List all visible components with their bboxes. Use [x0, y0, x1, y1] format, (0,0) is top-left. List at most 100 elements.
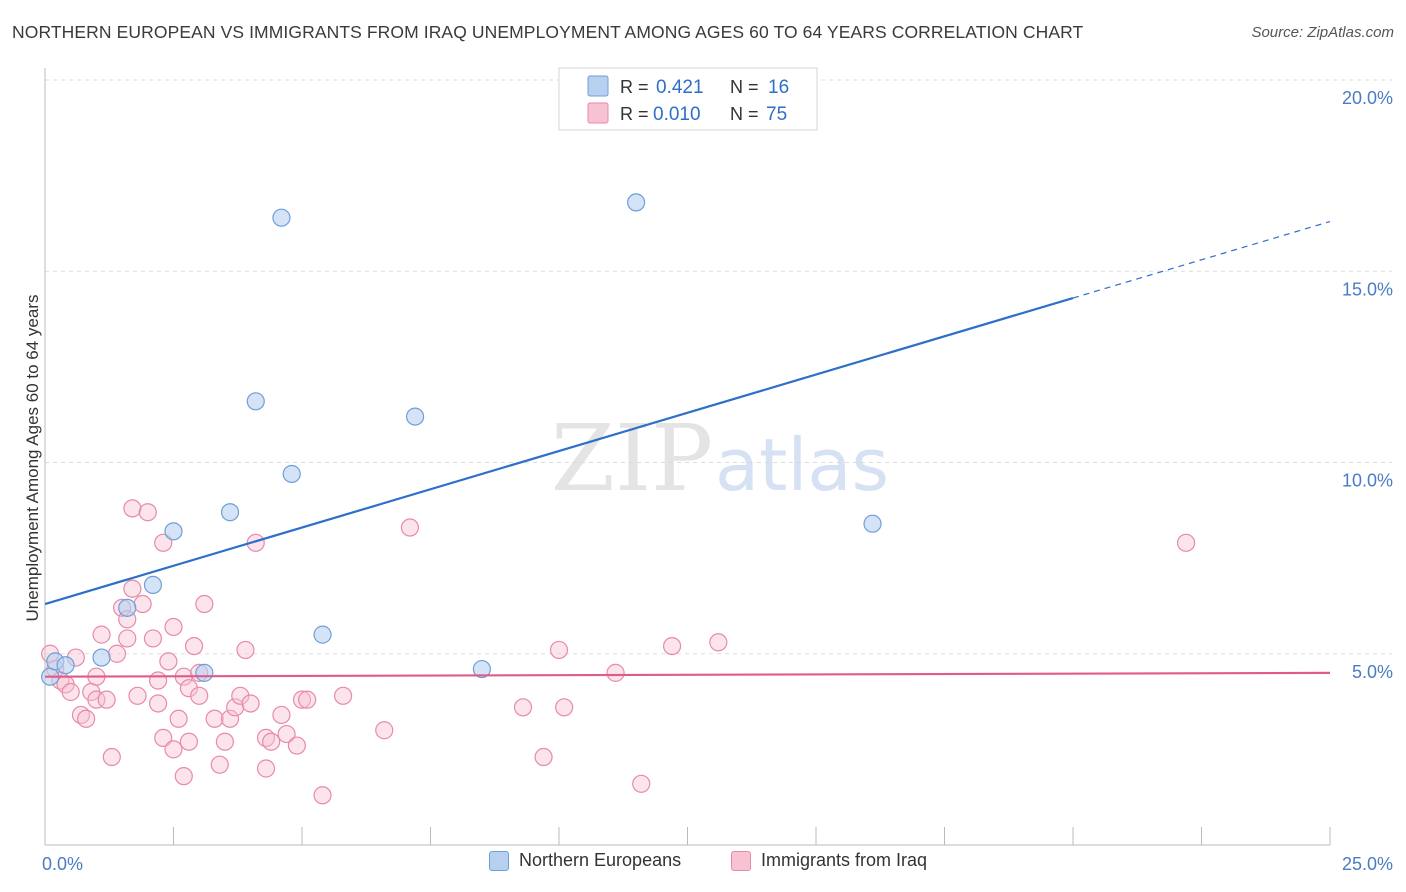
point-iraq-45	[231, 686, 250, 705]
point-northern-6	[164, 522, 183, 541]
point-iraq-65	[606, 663, 625, 682]
point-iraq-26	[154, 728, 173, 748]
point-iraq-19	[128, 686, 147, 705]
legend-r-value-pink: 0.010	[653, 104, 701, 125]
point-iraq-57	[313, 786, 332, 805]
point-iraq-50	[256, 759, 276, 778]
x-tick-label-0: 0.0%	[42, 854, 83, 874]
point-iraq-30	[164, 617, 183, 637]
point-iraq-27	[154, 533, 173, 552]
point-iraq-60	[400, 518, 420, 537]
source-label: Source: ZipAtlas.com	[1251, 24, 1394, 41]
point-iraq-66	[632, 774, 651, 793]
point-iraq-43	[220, 709, 240, 728]
tick-labels: 5.0% 10.0% 15.0% 20.0% 0.0% 25.0%	[42, 88, 1393, 874]
legend-n-value-blue: 16	[768, 77, 789, 98]
point-northern-5	[143, 575, 163, 595]
axes	[44, 68, 1331, 846]
legend-item-immigrants-from-iraq: Immigrants from Iraq	[731, 850, 927, 871]
point-iraq-14	[107, 644, 127, 663]
legend-swatch-pink	[587, 102, 609, 124]
point-iraq-18	[123, 579, 142, 598]
legend-r-label-pink: R =	[620, 104, 649, 124]
point-iraq-22	[138, 503, 157, 522]
point-iraq-47	[241, 694, 260, 713]
legend-item-northern-europeans: Northern Europeans	[489, 850, 681, 871]
point-iraq-28	[159, 652, 178, 671]
point-iraq-12	[97, 690, 116, 709]
trend-line-northern-europeans	[44, 296, 1074, 606]
point-iraq-62	[534, 747, 553, 767]
point-northern-9	[246, 392, 265, 411]
point-iraq-58	[334, 686, 353, 705]
watermark-zip: ZIP	[551, 405, 713, 512]
legend-r-value-blue: 0.421	[656, 77, 704, 98]
point-northern-10	[272, 208, 291, 227]
point-iraq-23	[143, 629, 163, 648]
legend-n-label-pink: N =	[730, 104, 759, 124]
series-immigrants-from-iraq	[41, 499, 1196, 805]
point-iraq-69	[1176, 533, 1196, 552]
point-iraq-4	[61, 682, 80, 702]
y-tick-label-3: 20.0%	[1342, 88, 1393, 108]
point-northern-13	[405, 407, 425, 426]
x-tick-label-1: 25.0%	[1342, 854, 1393, 874]
legend-top: R = 0.421 N = 16 R = 0.010 N = 75	[558, 67, 818, 131]
point-iraq-67	[662, 636, 682, 656]
point-iraq-29	[164, 740, 183, 759]
point-iraq-9	[87, 690, 106, 709]
point-iraq-25	[148, 671, 168, 690]
trend-line-immigrants-from-iraq	[44, 671, 1331, 678]
point-northern-3	[92, 648, 111, 667]
point-iraq-56	[298, 690, 317, 709]
legend-swatch-blue	[587, 75, 609, 97]
point-iraq-16	[118, 629, 137, 648]
legend-label-northern-europeans: Northern Europeans	[519, 850, 682, 870]
legend-swatch-northern-europeans	[489, 850, 509, 871]
point-iraq-55	[292, 690, 312, 709]
series-northern-europeans	[41, 193, 882, 686]
point-iraq-46	[236, 640, 255, 660]
point-northern-11	[282, 464, 301, 484]
point-iraq-40	[205, 709, 224, 728]
y-tick-label-0: 5.0%	[1352, 662, 1393, 682]
legend-r-label-blue: R =	[620, 77, 649, 97]
watermark-atlas: atlas	[715, 423, 889, 507]
point-iraq-54	[287, 736, 306, 755]
point-iraq-11	[92, 625, 111, 644]
point-iraq-44	[226, 698, 245, 717]
y-tick-label-1: 10.0%	[1342, 471, 1393, 491]
trend-line-northern-europeans-extension	[1072, 220, 1331, 299]
point-northern-2	[56, 656, 75, 675]
point-iraq-68	[709, 633, 728, 652]
legend-n-value-pink: 75	[766, 104, 787, 125]
point-iraq-52	[272, 705, 291, 725]
point-iraq-63	[549, 640, 569, 660]
point-iraq-37	[190, 686, 209, 705]
point-iraq-51	[262, 732, 281, 751]
point-iraq-42	[215, 732, 234, 751]
point-iraq-41	[210, 755, 229, 774]
point-iraq-64	[555, 698, 574, 717]
point-iraq-24	[148, 694, 168, 713]
point-iraq-36	[184, 636, 204, 656]
y-tick-label-2: 15.0%	[1342, 279, 1393, 299]
point-northern-12	[313, 625, 332, 644]
point-iraq-61	[513, 698, 533, 717]
point-iraq-21	[133, 594, 152, 614]
point-northern-16	[863, 514, 882, 533]
point-iraq-59	[375, 721, 394, 740]
point-iraq-35	[179, 732, 199, 751]
point-northern-8	[220, 503, 240, 522]
point-northern-14	[472, 659, 491, 679]
point-iraq-39	[195, 594, 214, 614]
point-northern-4	[118, 598, 137, 617]
point-iraq-32	[174, 767, 193, 786]
trend-lines	[44, 220, 1331, 678]
point-northern-7	[195, 663, 214, 682]
legend-n-label-blue: N =	[730, 77, 759, 97]
point-iraq-53	[277, 724, 296, 744]
legend-bottom: Northern Europeans Immigrants from Iraq	[0, 850, 1406, 880]
chart-title: NORTHERN EUROPEAN VS IMMIGRANTS FROM IRA…	[12, 22, 1084, 42]
